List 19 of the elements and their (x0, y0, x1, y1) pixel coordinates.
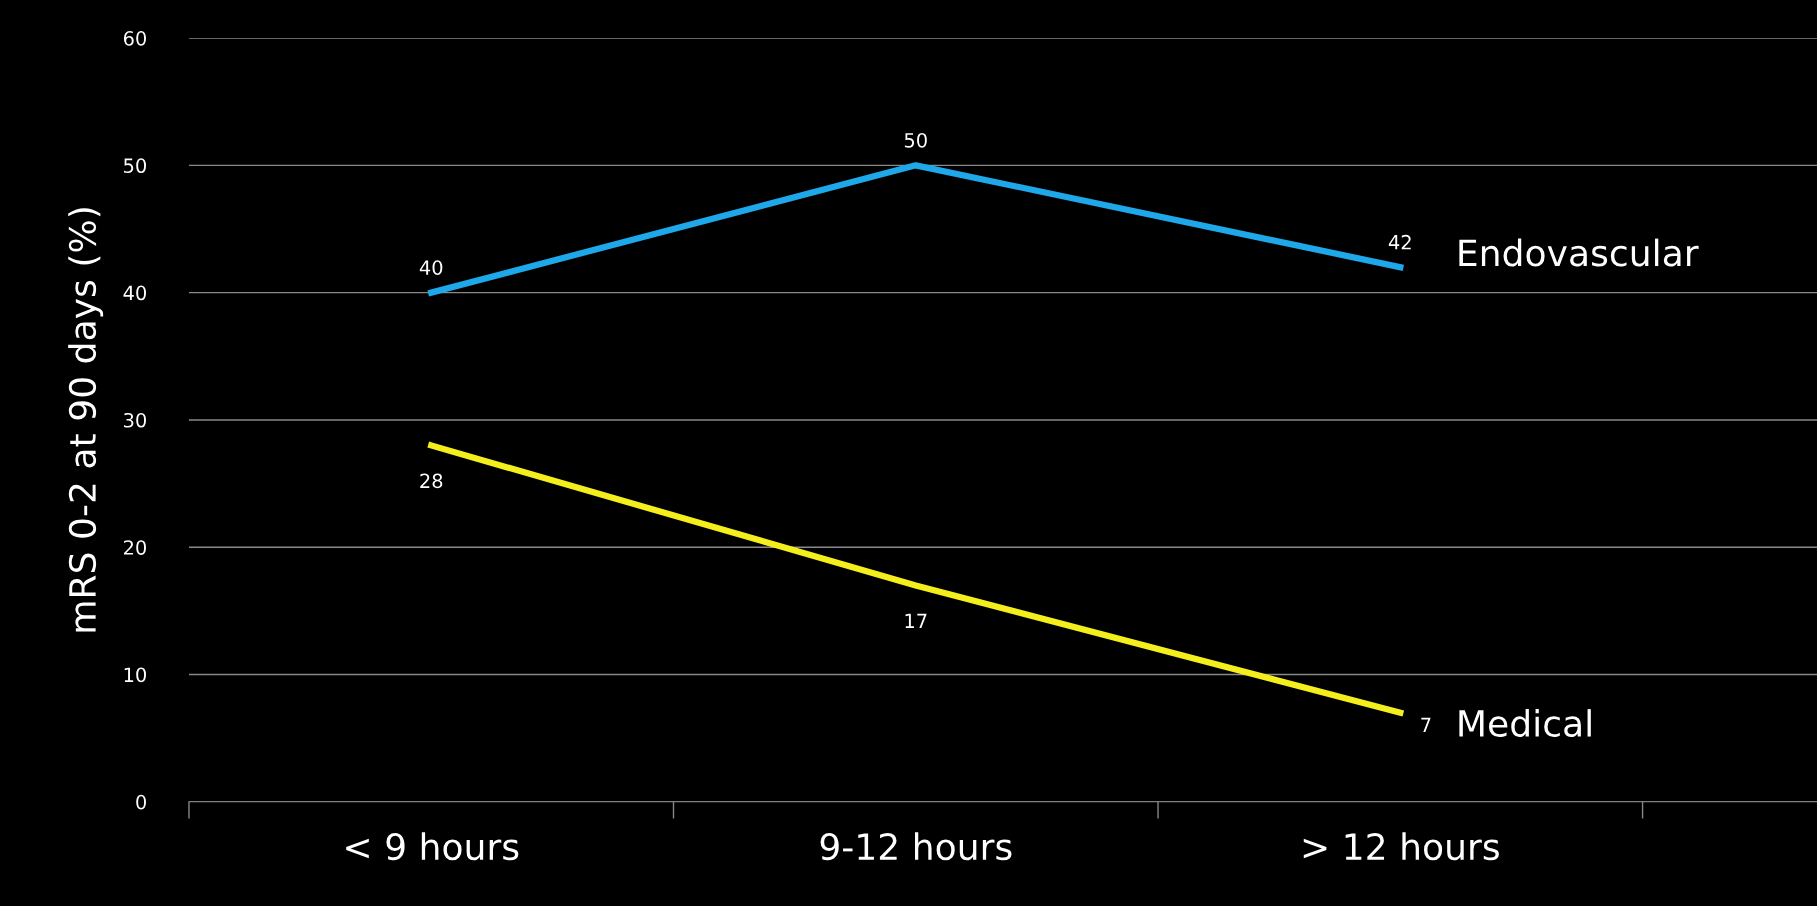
y-tick-label: 10 (124, 667, 147, 683)
y-tick-label: 0 (136, 794, 147, 810)
data-label: 50 (904, 132, 927, 148)
y-tick-label: 30 (124, 412, 147, 428)
y-tick-label: 60 (123, 31, 147, 46)
x-tick-label: < 9 hours (346, 832, 519, 861)
series-label: Endovascular (1459, 238, 1699, 267)
data-label: 17 (905, 613, 927, 628)
x-tick-label: 9-12 hours (820, 832, 1012, 861)
data-label: 40 (419, 260, 443, 275)
data-label: 42 (1388, 234, 1411, 250)
x-tick-label: > 12 hours (1303, 832, 1499, 861)
y-tick-label: 20 (123, 540, 147, 555)
series-label: Medical (1459, 709, 1591, 738)
y-tick-label: 50 (124, 158, 147, 174)
y-tick-label: 40 (123, 285, 147, 301)
data-label: 7 (1421, 717, 1431, 732)
data-label: 28 (420, 473, 443, 489)
y-axis-title: mRS 0-2 at 90 days (%) (68, 208, 104, 632)
